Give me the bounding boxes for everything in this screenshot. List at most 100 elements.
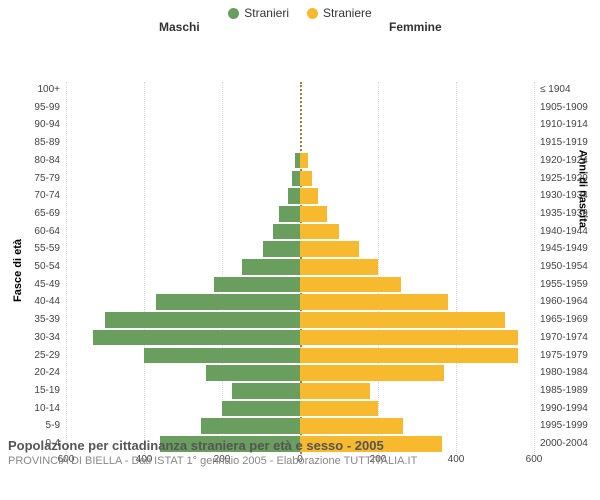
age-label: 60-64 bbox=[0, 226, 60, 237]
pyramid-row bbox=[66, 330, 534, 346]
bar-female bbox=[300, 294, 448, 310]
age-label: 20-24 bbox=[0, 367, 60, 378]
age-label: 90-94 bbox=[0, 119, 60, 130]
bar-female bbox=[300, 312, 505, 328]
age-label: 80-84 bbox=[0, 155, 60, 166]
bar-male bbox=[273, 224, 300, 240]
birth-year-label: 1910-1914 bbox=[540, 119, 588, 130]
bar-male bbox=[156, 294, 300, 310]
birth-year-label: 1920-1924 bbox=[540, 155, 588, 166]
bar-male bbox=[279, 206, 300, 222]
bar-male bbox=[105, 312, 300, 328]
birth-year-label: 1975-1979 bbox=[540, 350, 588, 361]
bar-male bbox=[144, 348, 300, 364]
legend-item-male: Stranieri bbox=[228, 6, 289, 20]
birth-year-label: 1950-1954 bbox=[540, 261, 588, 272]
birth-year-label: 1905-1909 bbox=[540, 102, 588, 113]
pyramid-row bbox=[66, 241, 534, 257]
bar-female bbox=[300, 188, 318, 204]
birth-year-label: 1980-1984 bbox=[540, 367, 588, 378]
age-label: 55-59 bbox=[0, 243, 60, 254]
pyramid-row bbox=[66, 188, 534, 204]
header-female: Femmine bbox=[389, 20, 442, 34]
pyramid-row bbox=[66, 259, 534, 275]
bar-female bbox=[300, 171, 312, 187]
age-label: 95-99 bbox=[0, 102, 60, 113]
birth-year-label: 1915-1919 bbox=[540, 137, 588, 148]
birth-year-label: 1960-1964 bbox=[540, 296, 588, 307]
birth-year-label: 1945-1949 bbox=[540, 243, 588, 254]
bar-female bbox=[300, 224, 339, 240]
pyramid-row bbox=[66, 365, 534, 381]
legend-item-female: Straniere bbox=[307, 6, 372, 20]
bar-male bbox=[263, 241, 300, 257]
age-label: 15-19 bbox=[0, 385, 60, 396]
birth-year-label: 1925-1929 bbox=[540, 173, 588, 184]
pyramid-row bbox=[66, 206, 534, 222]
age-label: 40-44 bbox=[0, 296, 60, 307]
chart-container: Stranieri Straniere Maschi Femmine Fasce… bbox=[0, 0, 600, 500]
bar-female bbox=[300, 365, 444, 381]
bar-male bbox=[222, 401, 300, 417]
caption-title: Popolazione per cittadinanza straniera p… bbox=[8, 438, 417, 453]
bar-female bbox=[300, 418, 403, 434]
bar-female bbox=[300, 206, 327, 222]
bar-male bbox=[242, 259, 301, 275]
age-label: 85-89 bbox=[0, 137, 60, 148]
pyramid-row bbox=[66, 277, 534, 293]
bar-female bbox=[300, 259, 378, 275]
birth-year-label: 1930-1934 bbox=[540, 190, 588, 201]
bar-male bbox=[232, 383, 300, 399]
bar-female bbox=[300, 330, 518, 346]
pyramid-row bbox=[66, 171, 534, 187]
pyramid-row bbox=[66, 117, 534, 133]
bar-male bbox=[93, 330, 300, 346]
bar-female bbox=[300, 348, 518, 364]
pyramid-row bbox=[66, 82, 534, 98]
bar-male bbox=[201, 418, 300, 434]
birth-year-label: 1990-1994 bbox=[540, 403, 588, 414]
header-male: Maschi bbox=[159, 20, 200, 34]
pyramid-row bbox=[66, 348, 534, 364]
age-label: 75-79 bbox=[0, 173, 60, 184]
bar-female bbox=[300, 153, 308, 169]
bar-male bbox=[292, 171, 300, 187]
birth-year-label: 1970-1974 bbox=[540, 332, 588, 343]
age-label: 25-29 bbox=[0, 350, 60, 361]
birth-year-label: 1995-1999 bbox=[540, 420, 588, 431]
pyramid-row bbox=[66, 224, 534, 240]
bar-male bbox=[214, 277, 300, 293]
birth-year-label: 1965-1969 bbox=[540, 314, 588, 325]
pyramid-row bbox=[66, 312, 534, 328]
birth-year-label: ≤ 1904 bbox=[540, 84, 571, 95]
bar-male bbox=[206, 365, 300, 381]
birth-year-label: 1940-1944 bbox=[540, 226, 588, 237]
bar-female bbox=[300, 401, 378, 417]
age-label: 5-9 bbox=[0, 420, 60, 431]
legend-swatch-female bbox=[307, 8, 318, 19]
pyramid-row bbox=[66, 418, 534, 434]
legend-label-male: Stranieri bbox=[244, 6, 289, 20]
pyramid-row bbox=[66, 401, 534, 417]
age-label: 30-34 bbox=[0, 332, 60, 343]
bar-female bbox=[300, 241, 359, 257]
pyramid-row bbox=[66, 153, 534, 169]
x-tick-label: 400 bbox=[448, 454, 465, 465]
age-label: 65-69 bbox=[0, 208, 60, 219]
pyramid-row bbox=[66, 294, 534, 310]
birth-year-label: 1985-1989 bbox=[540, 385, 588, 396]
chart-plot-area: Fasce di età Anni di nascita 60040020002… bbox=[0, 82, 600, 454]
legend: Stranieri Straniere bbox=[0, 0, 600, 20]
bar-male bbox=[288, 188, 300, 204]
age-label: 45-49 bbox=[0, 279, 60, 290]
age-label: 50-54 bbox=[0, 261, 60, 272]
x-tick-label: 600 bbox=[526, 454, 543, 465]
birth-year-label: 2000-2004 bbox=[540, 438, 588, 449]
caption-subtitle: PROVINCIA DI BIELLA - Dati ISTAT 1° genn… bbox=[8, 453, 417, 467]
plot-region bbox=[66, 82, 534, 454]
column-headers: Maschi Femmine bbox=[0, 20, 600, 38]
age-label: 70-74 bbox=[0, 190, 60, 201]
legend-swatch-male bbox=[228, 8, 239, 19]
pyramid-row bbox=[66, 383, 534, 399]
pyramid-row bbox=[66, 100, 534, 116]
